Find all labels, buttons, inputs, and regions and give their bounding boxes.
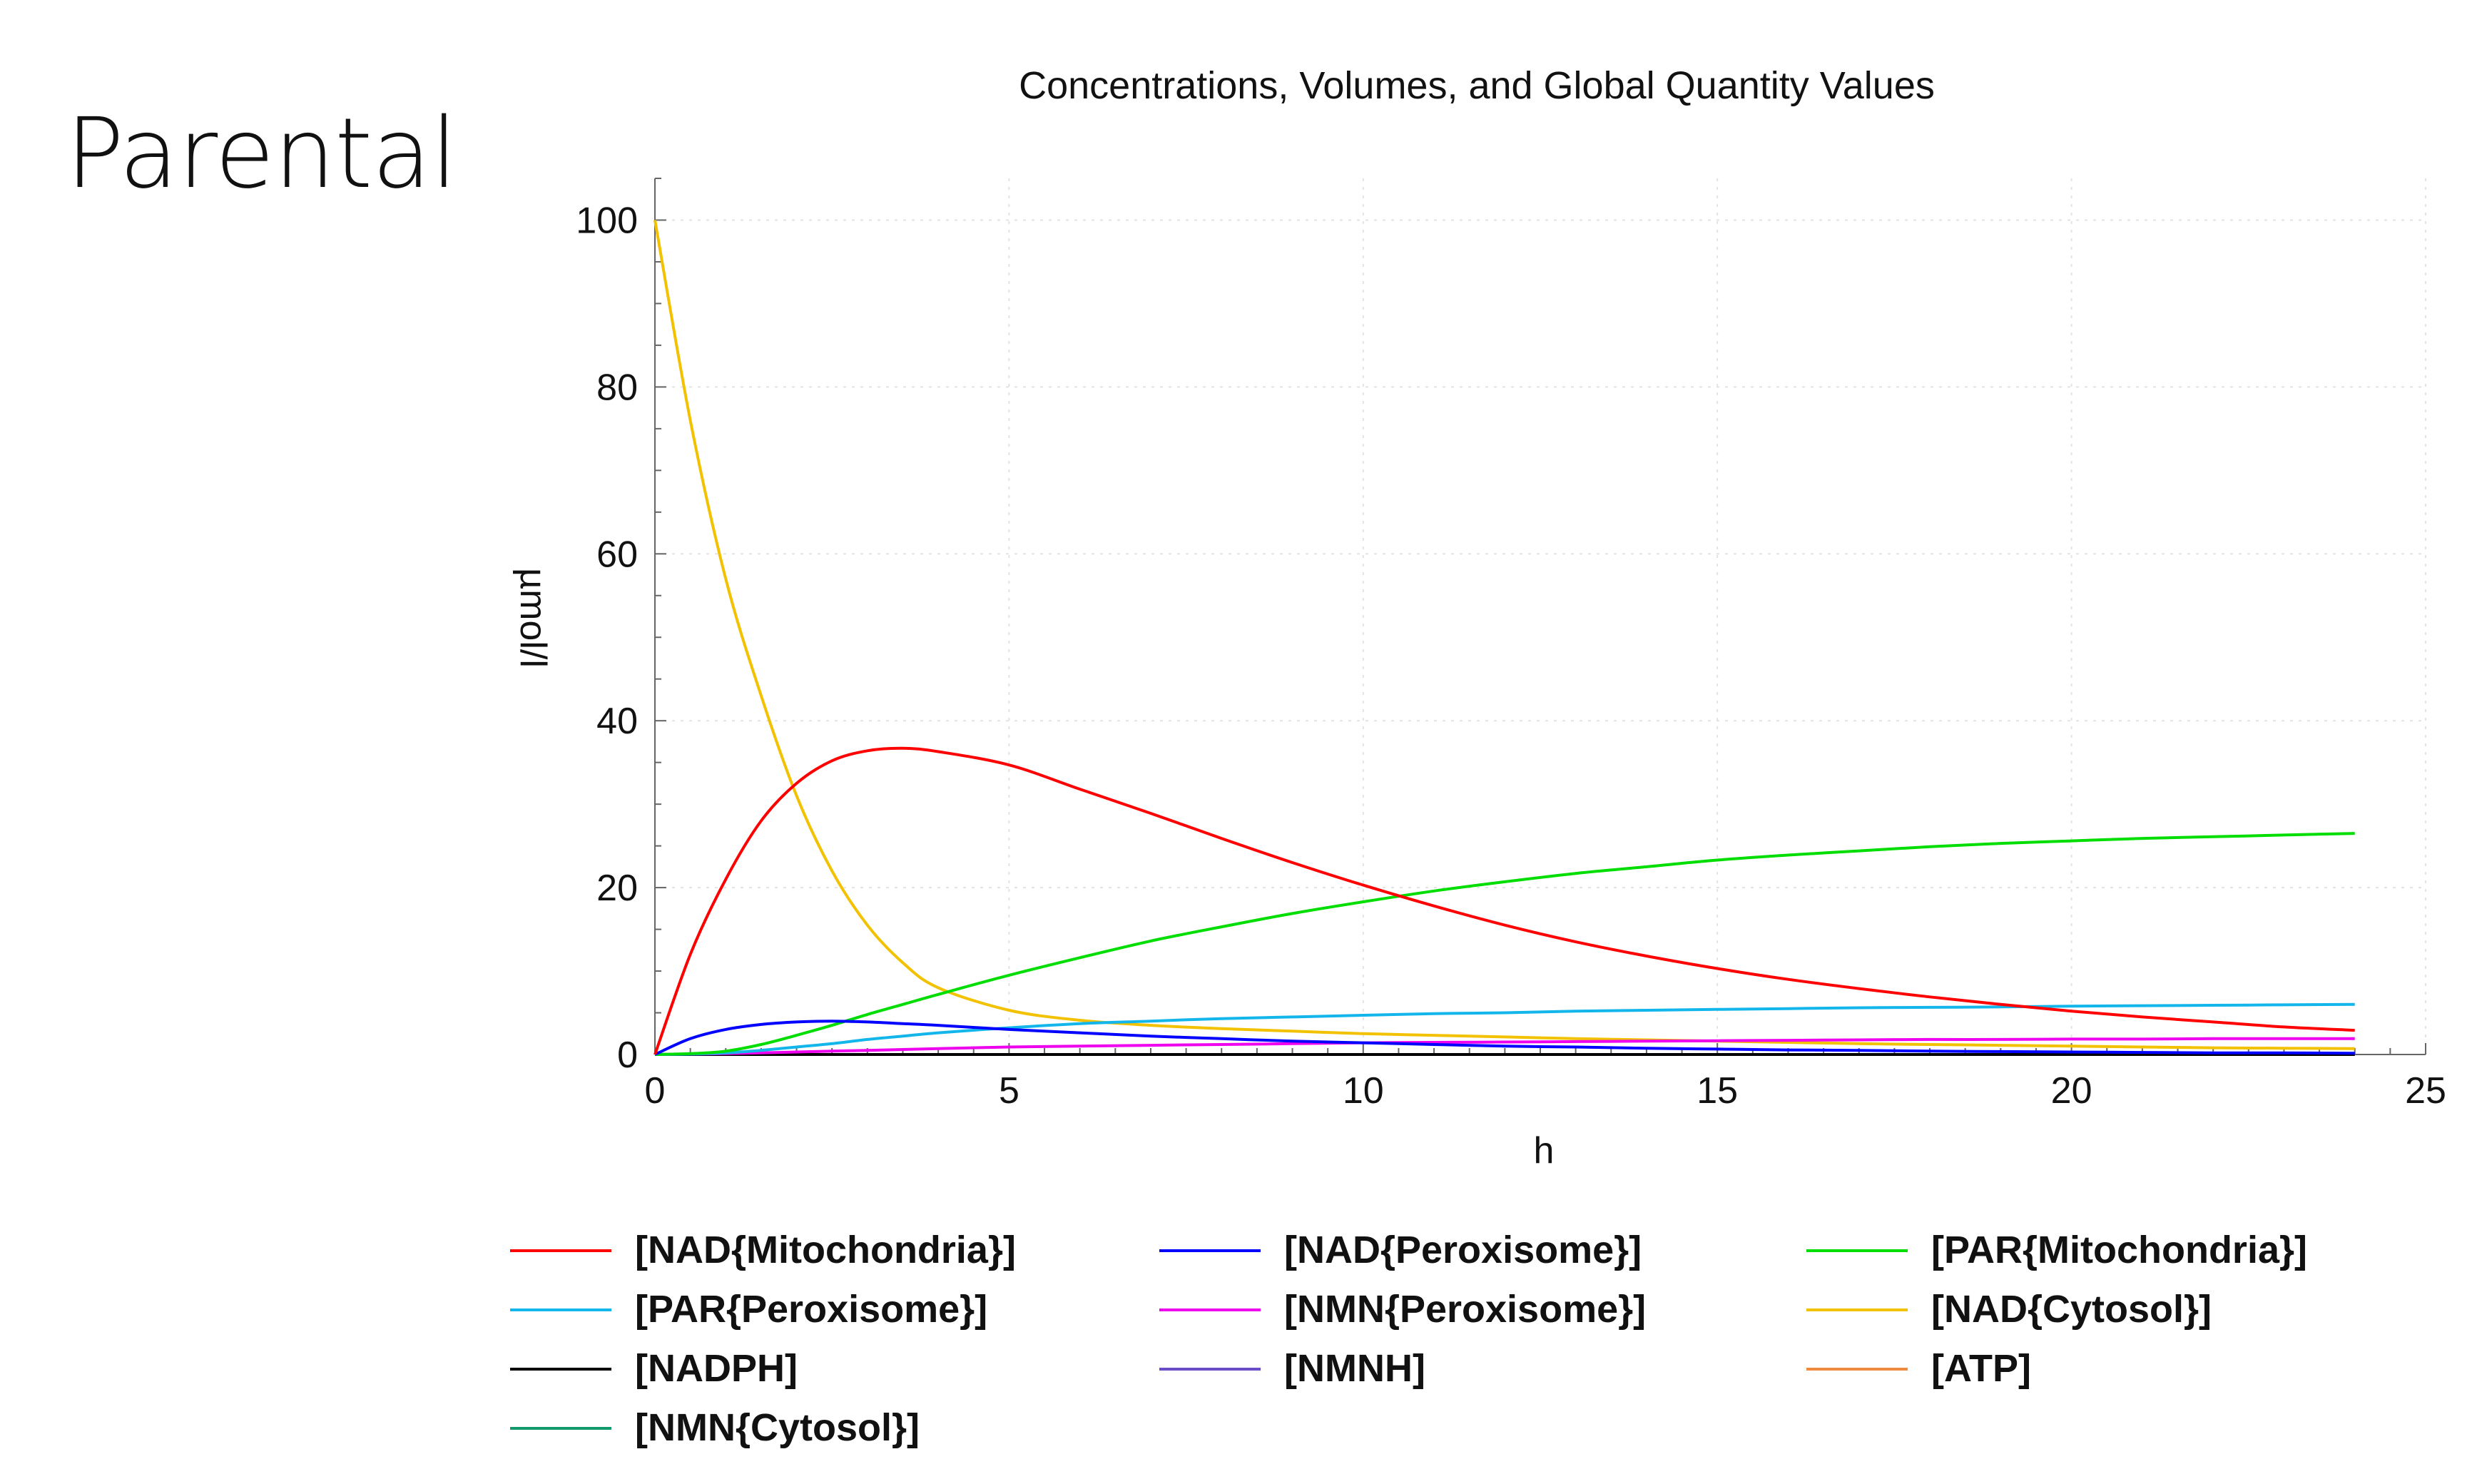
x-tick-label: 0 (645, 1070, 666, 1112)
y-tick-label: 100 (576, 200, 638, 241)
tick-labels: 0 5 10 15 20 25 0 20 40 60 80 100 (576, 200, 2446, 1112)
x-axis-label: h (1534, 1130, 1555, 1172)
series-line-nad-mitochondria (653, 746, 2355, 1055)
series-line-nmn-peroxisome (654, 1037, 2355, 1056)
y-tick-label: 40 (596, 701, 638, 742)
gridlines (655, 178, 2426, 1054)
series-line-par-peroxisome (654, 1002, 2355, 1056)
minor-ticks (654, 178, 2426, 1055)
chart-title: Concentrations, Volumes, and Global Quan… (1019, 64, 1935, 107)
page-heading: Parental (66, 98, 457, 210)
y-tick-label: 20 (596, 868, 638, 909)
series-lines (653, 220, 2355, 1057)
series-line-nad-cytosol (653, 220, 2355, 1050)
axes (654, 178, 2426, 1055)
y-tick-label: 80 (596, 367, 638, 408)
x-tick-label: 10 (1343, 1070, 1384, 1112)
series-line-par-mitochondria (654, 832, 2355, 1056)
series-line-nad-peroxisome (654, 1020, 2355, 1056)
x-tick-label: 20 (2051, 1070, 2092, 1112)
y-axis-label: µmol/l (512, 568, 554, 668)
x-tick-label: 25 (2405, 1070, 2446, 1112)
y-tick-label: 60 (596, 534, 638, 575)
x-tick-label: 15 (1697, 1070, 1738, 1112)
y-tick-label: 0 (617, 1035, 638, 1076)
x-tick-label: 5 (999, 1070, 1019, 1112)
